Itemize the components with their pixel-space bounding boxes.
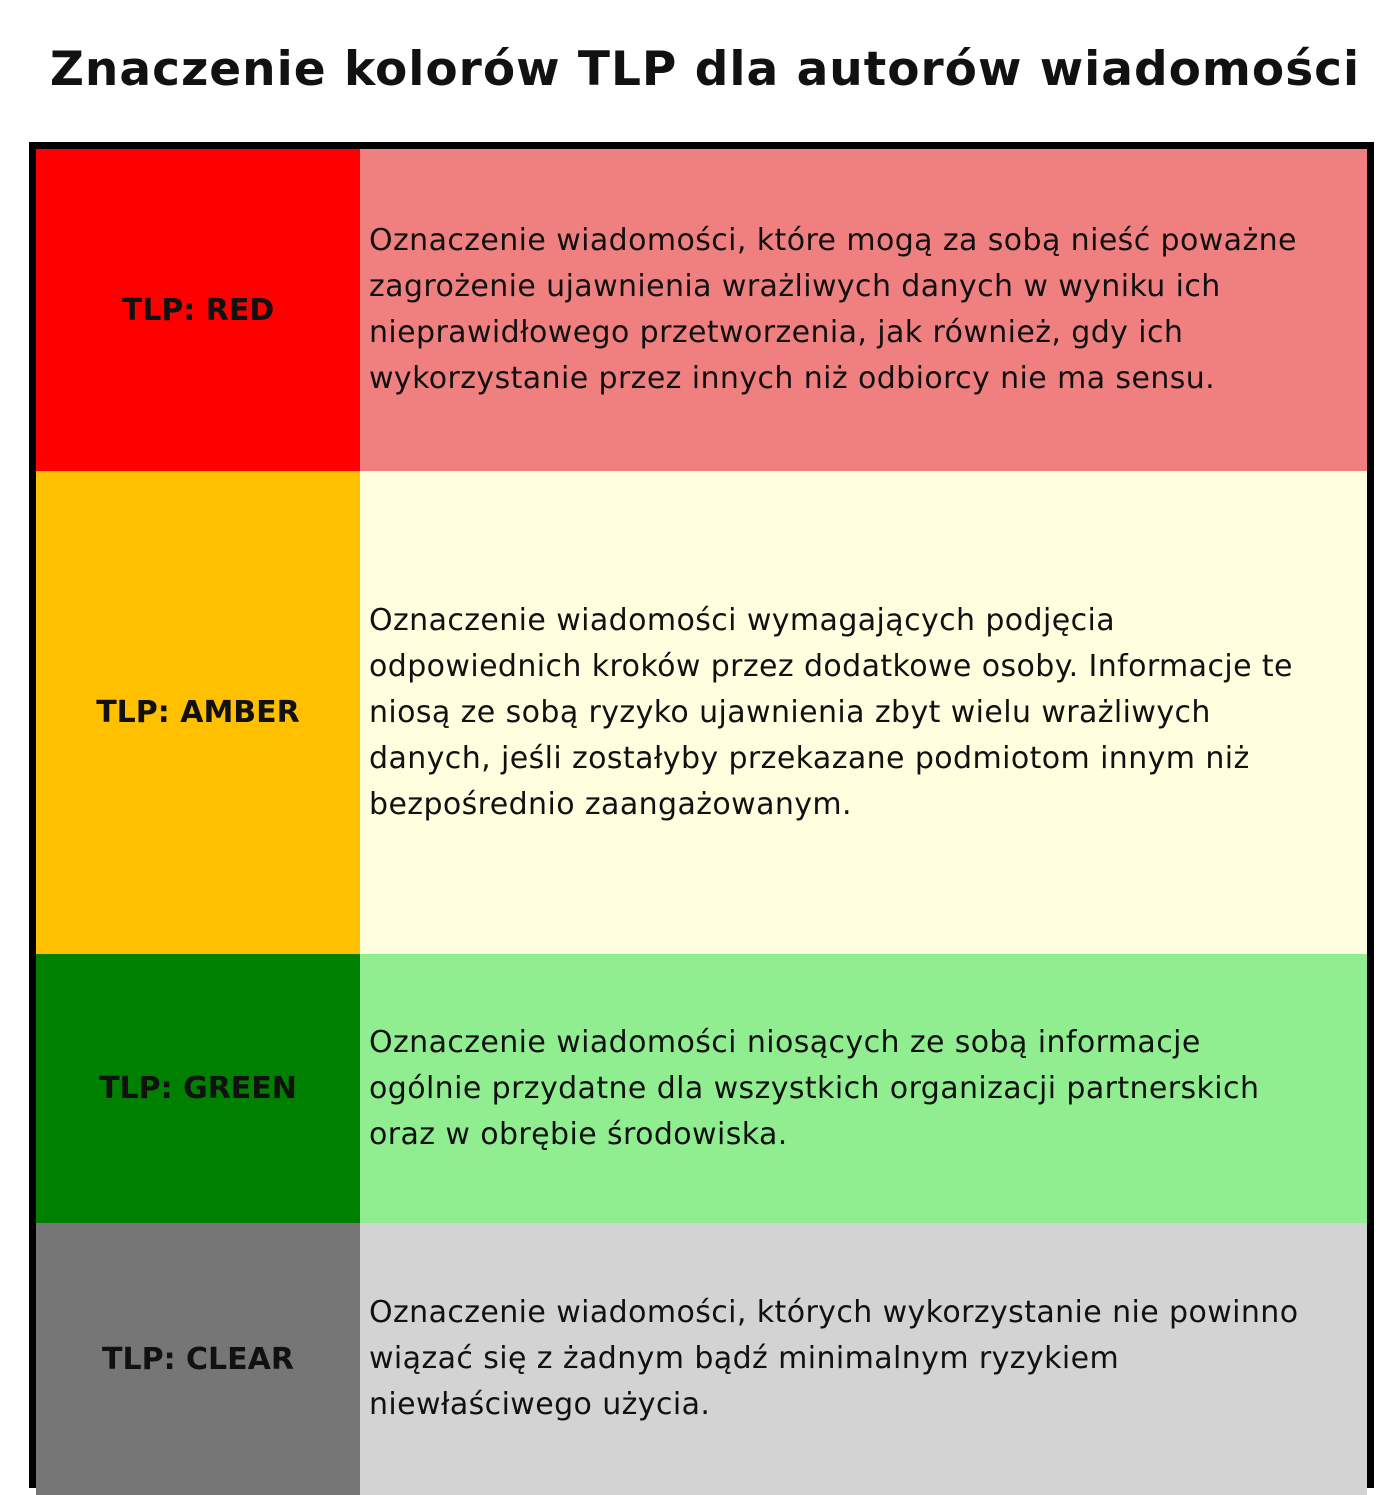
- desc-green: Oznaczenie wiadomości niosących ze sobą …: [360, 954, 1367, 1223]
- desc-line: Oznaczenie wiadomości wymagających podję…: [369, 602, 1116, 638]
- label-amber: TLP: AMBER: [36, 471, 360, 954]
- desc-clear: Oznaczenie wiadomości, których wykorzyst…: [360, 1223, 1367, 1495]
- desc-line: wiązać się z żadnym bądź minimalnym ryzy…: [369, 1341, 1120, 1376]
- desc-line: ogólnie przydatne dla wszystkich organiz…: [369, 1070, 1260, 1106]
- desc-line: Oznaczenie wiadomości, których wykorzyst…: [369, 1295, 1299, 1330]
- label-red: TLP: RED: [36, 149, 360, 471]
- desc-line: oraz w obrębie środowiska.: [369, 1116, 788, 1152]
- label-green: TLP: GREEN: [36, 954, 360, 1223]
- desc-line: zagrożenie ujawnienia wrażliwych danych …: [369, 269, 1221, 304]
- row-clear: TLP: CLEAR Oznaczenie wiadomości, któryc…: [36, 1223, 1367, 1495]
- desc-line: odpowiednich kroków przez dodatkowe osob…: [369, 648, 1293, 684]
- desc-line: niewłaściwego użycia.: [369, 1387, 711, 1422]
- tlp-table: TLP: RED Oznaczenie wiadomości, które mo…: [29, 142, 1374, 1495]
- desc-amber: Oznaczenie wiadomości wymagających podję…: [360, 471, 1367, 954]
- page-title: Znaczenie kolorów TLP dla autorów wiadom…: [49, 42, 1361, 97]
- label-clear: TLP: CLEAR: [36, 1223, 360, 1495]
- desc-line: wykorzystanie przez innych niż odbiorcy …: [369, 361, 1216, 396]
- row-green: TLP: GREEN Oznaczenie wiadomości niosący…: [36, 954, 1367, 1223]
- desc-line: danych, jeśli zostałyby przekazane podmi…: [369, 740, 1250, 776]
- desc-line: niosą ze sobą ryzyko ujawnienia zbyt wie…: [369, 694, 1211, 730]
- desc-line: Oznaczenie wiadomości niosących ze sobą …: [369, 1024, 1201, 1060]
- desc-line: bezpośrednio zaangażowanym.: [369, 786, 852, 822]
- desc-line: Oznaczenie wiadomości, które mogą za sob…: [369, 223, 1297, 258]
- desc-line: nieprawidłowego przetworzenia, jak równi…: [369, 315, 1184, 350]
- desc-red: Oznaczenie wiadomości, które mogą za sob…: [360, 149, 1367, 471]
- row-amber: TLP: AMBER Oznaczenie wiadomości wymagaj…: [36, 471, 1367, 954]
- row-red: TLP: RED Oznaczenie wiadomości, które mo…: [36, 149, 1367, 471]
